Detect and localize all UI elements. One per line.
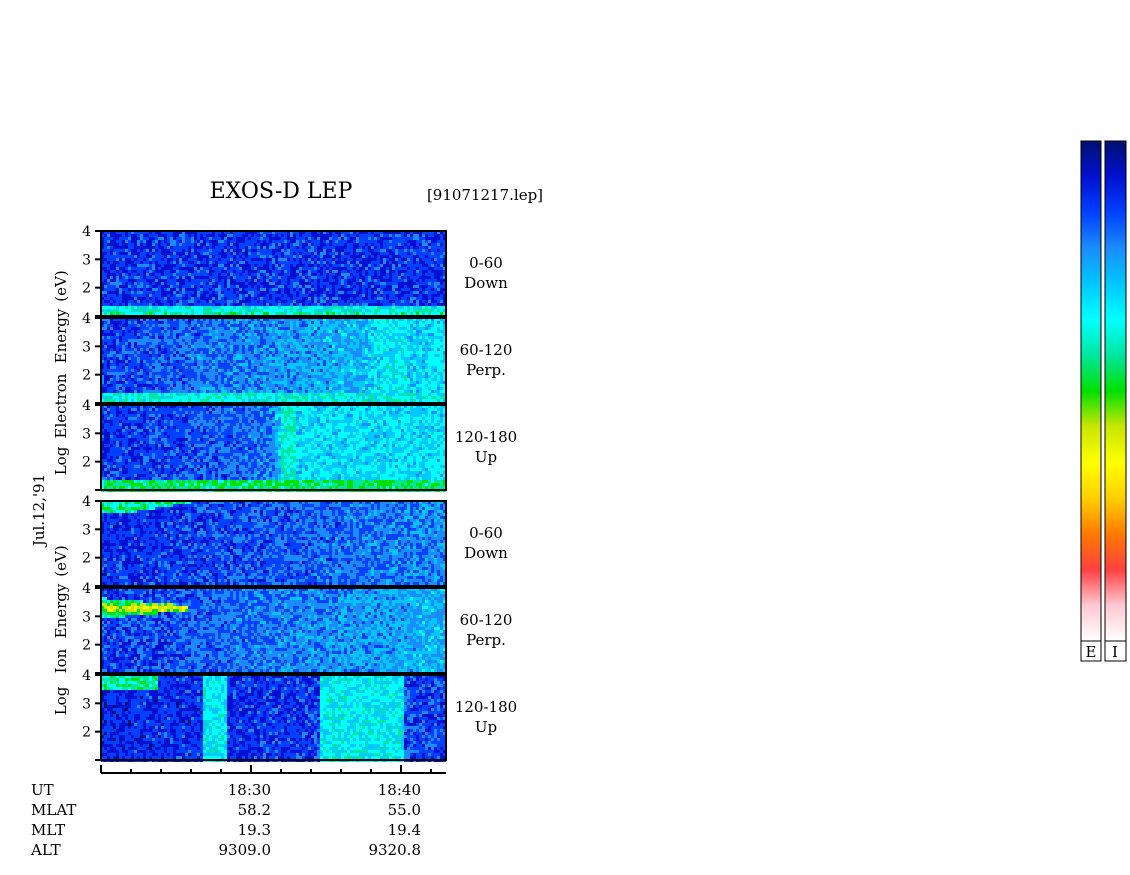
- y-tick-labels: 2 3 4 2 3 4 2 3 4 2 3 4 2 3 4 2 3 4: [82, 224, 101, 760]
- ephemeris-value: 58.2: [238, 801, 271, 819]
- ion-ylabel-line: Ion: [52, 648, 70, 673]
- pitch-range-label: 60-120: [460, 611, 513, 629]
- pitch-direction-label: Up: [475, 448, 497, 466]
- ephemeris-value: 19.4: [388, 821, 421, 839]
- electron-ylabel-line: (eV): [52, 270, 70, 301]
- colorbar-e-label: E: [1086, 643, 1097, 661]
- ephemeris-value: 18:30: [228, 781, 271, 799]
- pitch-angle-labels: 0-60 Down 60-120 Perp. 120-180 Up 0-60 Down 60-1…: [455, 254, 517, 736]
- ephemeris-value: 55.0: [388, 801, 421, 819]
- spectrogram-panel: [101, 675, 446, 762]
- electron-ylabel-line: Energy: [52, 308, 70, 363]
- y-tick-label: 4: [82, 581, 91, 597]
- y-tick-label: 4: [82, 311, 91, 327]
- pitch-direction-label: Down: [464, 544, 508, 562]
- colorbar-e-gradient: [1081, 141, 1101, 641]
- y-tick-label: 4: [82, 224, 91, 240]
- electron-ylabel: Log Electron Energy (eV): [52, 270, 70, 475]
- colorbar-e: E: [1081, 141, 1101, 661]
- ephemeris-row-name: ALT: [30, 841, 61, 859]
- colorbar-i-gradient: [1105, 141, 1126, 641]
- ephemeris-value: 9309.0: [219, 841, 272, 859]
- pitch-range-label: 120-180: [455, 428, 517, 446]
- pitch-range-label: 120-180: [455, 698, 517, 716]
- y-tick-label: 2: [82, 368, 91, 384]
- pitch-direction-label: Perp.: [466, 631, 506, 649]
- colorbar-i-label: I: [1112, 643, 1118, 661]
- y-tick-label: 3: [82, 426, 91, 442]
- date-label: Jul.12,'91: [30, 474, 48, 548]
- spectrogram-panel: [101, 405, 446, 492]
- electron-ylabel-line: Electron: [52, 373, 70, 438]
- pitch-direction-label: Down: [464, 274, 508, 292]
- y-tick-label: 2: [82, 281, 91, 297]
- pitch-direction-label: Up: [475, 718, 497, 736]
- ion-ylabel-line: Energy: [52, 583, 70, 638]
- y-tick-label: 4: [82, 668, 91, 684]
- y-tick-label: 4: [82, 398, 91, 414]
- y-tick-label: 3: [82, 696, 91, 712]
- figure-title: EXOS-D LEP: [210, 179, 353, 204]
- spectrogram-panels: [101, 231, 446, 762]
- electron-ylabel-line: Log: [52, 446, 70, 475]
- file-label: [91071217.lep]: [427, 186, 543, 204]
- pitch-range-label: 0-60: [469, 524, 503, 542]
- spectrogram-panel: [101, 231, 446, 318]
- colorbar-i: I: [1105, 141, 1126, 661]
- ephemeris-row-name: UT: [31, 781, 54, 799]
- time-axis: [101, 765, 446, 773]
- y-tick-label: 3: [82, 252, 91, 268]
- ephemeris-table: UT 18:30 18:40 MLAT 58.2 55.0 MLT 19.3 19.4 ALT 93…: [30, 781, 421, 859]
- y-tick-label: 2: [82, 725, 91, 741]
- y-tick-label: 4: [82, 494, 91, 510]
- time-axis-ticks: [101, 765, 431, 773]
- ephemeris-row-name: MLAT: [31, 801, 76, 819]
- y-tick-label: 2: [82, 551, 91, 567]
- spectrogram-panel: [101, 318, 446, 405]
- ephemeris-row-name: MLT: [31, 821, 65, 839]
- y-tick-label: 3: [82, 339, 91, 355]
- ephemeris-value: 19.3: [238, 821, 271, 839]
- y-tick-label: 2: [82, 638, 91, 654]
- ephemeris-value: 18:40: [378, 781, 421, 799]
- y-tick-label: 2: [82, 455, 91, 471]
- pitch-direction-label: Perp.: [466, 361, 506, 379]
- pitch-range-label: 60-120: [460, 341, 513, 359]
- ephemeris-value: 9320.8: [369, 841, 422, 859]
- y-tick-label: 3: [82, 609, 91, 625]
- y-tick-label: 3: [82, 522, 91, 538]
- spectrogram-panel: [101, 501, 446, 588]
- ion-ylabel-line: (eV): [52, 545, 70, 576]
- ion-ylabel: Log Ion Energy (eV): [52, 545, 70, 715]
- ion-ylabel-line: Log: [52, 686, 70, 715]
- pitch-range-label: 0-60: [469, 254, 503, 272]
- spectrogram-panel: [101, 588, 446, 675]
